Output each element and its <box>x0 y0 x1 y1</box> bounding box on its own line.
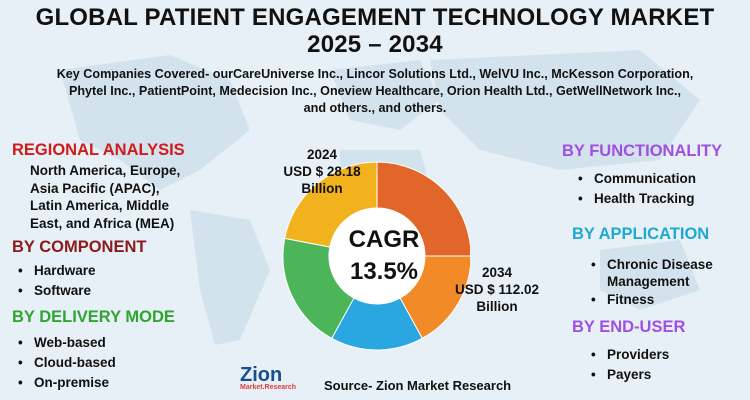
companies-line-1: Key Companies Covered- ourCareUniverse I… <box>56 67 694 81</box>
unit-2024: Billion <box>301 181 343 196</box>
end-user-heading: BY END-USER <box>572 318 686 336</box>
component-list: Hardware Software <box>0 261 200 301</box>
unit-2034: Billion <box>476 299 518 314</box>
zion-logo: Zion Market.Research <box>240 364 320 392</box>
source-text: Source- Zion Market Research <box>324 378 512 393</box>
donut-center <box>329 208 425 304</box>
region-line-2: Asia Pacific (APAC), <box>30 180 160 196</box>
application-item-line-2: Management <box>607 274 690 289</box>
logo-subtitle: Market.Research <box>240 384 297 391</box>
list-item: Fitness <box>585 290 747 310</box>
regional-analysis-text: North America, Europe, Asia Pacific (APA… <box>30 162 220 232</box>
list-item: On-premise <box>0 373 200 393</box>
key-companies: Key Companies Covered- ourCareUniverse I… <box>30 66 720 117</box>
title-line-1: GLOBAL PATIENT ENGAGEMENT TECHNOLOGY MAR… <box>35 4 715 31</box>
companies-line-2: Phytel Inc., PatientPoint, Medecision In… <box>68 84 682 98</box>
functionality-heading: BY FUNCTIONALITY <box>562 142 723 160</box>
list-item: Web-based <box>0 333 200 353</box>
value-2024-label: 2024 USD $ 28.18 Billion <box>262 146 382 197</box>
list-item: Payers <box>585 365 747 385</box>
application-list: Chronic Disease Management Fitness <box>585 256 747 310</box>
value-2024: USD $ 28.18 <box>283 164 361 179</box>
value-2034: USD $ 112.02 <box>454 282 540 297</box>
list-item: Health Tracking <box>572 189 747 209</box>
year-2024: 2024 <box>306 147 338 162</box>
year-2034: 2034 <box>481 265 513 280</box>
logo-name: Zion <box>240 364 283 386</box>
delivery-mode-heading: BY DELIVERY MODE <box>12 308 175 326</box>
list-item: Communication <box>572 169 747 189</box>
list-item: Hardware <box>0 261 200 281</box>
cagr-value: 13.5% <box>349 258 419 285</box>
cagr-label: CAGR <box>348 226 420 253</box>
market-donut-chart <box>282 161 470 351</box>
region-line-4: East, and Africa (MEA) <box>30 215 175 231</box>
region-line-3: Latin America, Middle <box>30 198 170 213</box>
end-user-list: Providers Payers <box>585 345 747 385</box>
application-item-line-1: Chronic Disease <box>607 257 713 272</box>
page-title: GLOBAL PATIENT ENGAGEMENT TECHNOLOGY MAR… <box>0 4 750 58</box>
title-line-2: 2025 – 2034 <box>307 31 443 58</box>
component-heading: BY COMPONENT <box>12 238 147 256</box>
companies-line-3: and others., and others. <box>303 101 447 115</box>
list-item: Cloud-based <box>0 353 200 373</box>
value-2034-label: 2034 USD $ 112.02 Billion <box>432 264 562 315</box>
list-item: Providers <box>585 345 747 365</box>
functionality-list: Communication Health Tracking <box>572 169 747 209</box>
list-item: Software <box>0 281 200 301</box>
regional-analysis-heading: REGIONAL ANALYSIS <box>12 141 185 159</box>
list-item: Chronic Disease Management <box>585 256 747 290</box>
region-line-1: North America, Europe, <box>30 163 181 178</box>
delivery-mode-list: Web-based Cloud-based On-premise <box>0 333 200 393</box>
application-heading: BY APPLICATION <box>572 225 710 243</box>
